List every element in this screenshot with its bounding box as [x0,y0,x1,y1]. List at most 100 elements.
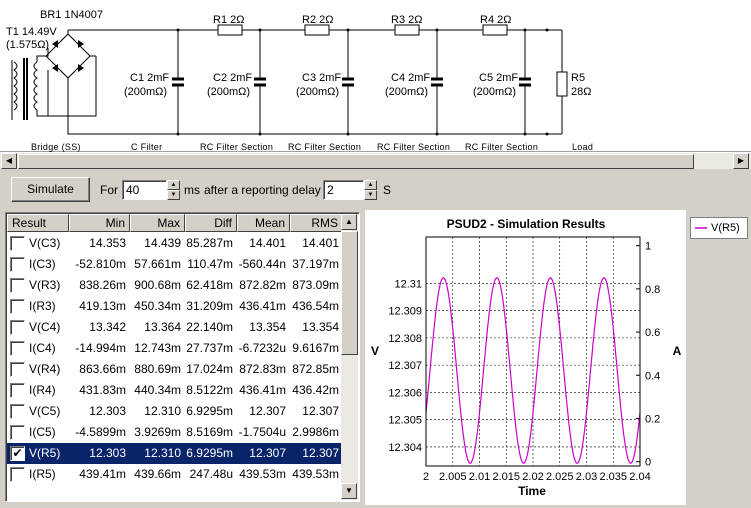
row-checkbox[interactable] [10,467,25,482]
row-checkbox[interactable] [10,425,25,440]
section-rc-4: RC Filter Section [465,142,539,152]
row-checkbox[interactable]: ✔ [10,446,25,461]
cell-rms: 12.307 [302,446,339,460]
r3-label[interactable]: R3 2Ω [391,14,423,26]
schematic-hscrollbar[interactable]: ◀ ▶ [0,152,751,169]
row-name: I(R5) [29,467,56,481]
table-row[interactable]: V(R3) 838.26m 900.68m 62.418m 872.82m 873.09m [7,275,343,296]
table-row[interactable]: I(C5) -4.5899m 3.9269m 8.5169m -1.7504u 2.998… [7,422,343,443]
x-tick-label: 2.03 [576,471,597,483]
scroll-right-icon[interactable]: ▶ [733,153,749,169]
c1-esr: (200mΩ) [124,86,168,98]
table-row[interactable]: I(R4) 431.83m 440.34m 8.5122m 436.41m 436.42m [7,380,343,401]
r4-label[interactable]: R4 2Ω [480,14,512,26]
row-checkbox[interactable] [10,320,25,335]
cell-mean: 439.53m [239,467,286,481]
row-checkbox[interactable] [10,383,25,398]
cell-rms: 13.354 [302,320,339,334]
table-row[interactable]: I(C4) -14.994m 12.743m 27.737m -6.7232u 9.616… [7,338,343,359]
delay-input[interactable]: 2 [323,180,364,200]
reporting-delay-label: after a reporting delay of [204,183,335,197]
spin-down-icon[interactable]: ▼ [167,190,180,200]
scroll-up-icon[interactable]: ▲ [341,214,357,230]
table-row[interactable]: I(R5) 439.41m 439.66m 247.48u 439.53m 439.53m [7,464,343,485]
bridge-rectifier [45,33,91,79]
c2-label[interactable]: C2 2mF [213,72,253,84]
col-mean[interactable]: Mean [237,214,290,232]
row-checkbox[interactable] [10,404,25,419]
cell-mean: 13.354 [249,320,286,334]
cell-min: -4.5899m [75,425,126,439]
x-tick-label: 2 [423,471,429,483]
row-name: I(R3) [29,299,56,313]
cell-diff: 85.287m [186,236,233,250]
results-table[interactable]: Result Min Max Diff Mean RMS V(C3) 14.353… [5,212,360,502]
r1-label[interactable]: R1 2Ω [213,14,245,26]
row-checkbox[interactable] [10,278,25,293]
y2-tick-label: 0.2 [645,413,660,425]
r5-label[interactable]: R5 [571,72,586,84]
section-bridge: Bridge (SS) [31,142,81,152]
table-row[interactable]: I(C3) -52.810m 57.661m 110.47m -560.44n 37.19… [7,254,343,275]
scroll-left-icon[interactable]: ◀ [1,153,17,169]
row-checkbox[interactable] [10,299,25,314]
row-checkbox[interactable] [10,362,25,377]
spin-up-icon[interactable]: ▲ [167,180,180,190]
c5-label[interactable]: C5 2mF [479,72,519,84]
cell-max: 57.661m [134,257,181,271]
cell-min: 13.342 [89,320,126,334]
row-name: V(C4) [29,320,61,334]
vscroll-thumb[interactable] [341,231,358,355]
row-name: V(C5) [29,404,61,418]
scroll-down-icon[interactable]: ▼ [341,483,357,499]
col-max[interactable]: Max [130,214,185,232]
cell-rms: 37.197m [292,257,339,271]
spin-down-icon[interactable]: ▼ [364,190,377,200]
duration-spinner[interactable]: ▲ ▼ [167,180,180,200]
x-axis-label: Time [518,484,546,498]
transformer-resistance: (1.575Ω) [6,39,50,51]
col-rms[interactable]: RMS [290,214,343,232]
duration-input[interactable]: 40 [122,180,167,200]
spin-up-icon[interactable]: ▲ [364,180,377,190]
col-diff[interactable]: Diff [185,214,237,232]
cell-max: 450.34m [134,299,181,313]
cell-diff: 31.209m [186,299,233,313]
c3-label[interactable]: C3 2mF [302,72,342,84]
row-name: V(R4) [29,362,61,376]
ms-label: ms [184,183,200,197]
table-row[interactable]: ✔ V(R5) 12.303 12.310 6.9295m 12.307 12.307 [7,443,343,464]
cell-max: 3.9269m [134,425,181,439]
r2-label[interactable]: R2 2Ω [302,14,334,26]
r5-value: 28Ω [571,86,592,98]
cell-mean: 436.41m [239,299,286,313]
y-tick-label: 12.31 [394,278,422,290]
cell-mean: -1.7504u [238,425,286,439]
y-axis-label: V [371,344,379,358]
col-result[interactable]: Result [7,214,69,232]
col-min[interactable]: Min [69,214,130,232]
delay-spinner[interactable]: ▲ ▼ [364,180,377,200]
cell-diff: 8.5169m [186,425,233,439]
cell-min: 431.83m [79,383,126,397]
hscroll-thumb[interactable] [18,154,694,169]
table-vscrollbar[interactable]: ▲ ▼ [341,214,358,500]
simulate-button[interactable]: Simulate [11,177,90,202]
table-row[interactable]: V(C5) 12.303 12.310 6.9295m 12.307 12.307 [7,401,343,422]
cell-diff: 247.48u [189,467,233,481]
cell-mean: 12.307 [249,404,286,418]
table-row[interactable]: V(R4) 863.66m 880.69m 17.024m 872.83m 872.85m [7,359,343,380]
row-checkbox[interactable] [10,236,25,251]
table-row[interactable]: I(R3) 419.13m 450.34m 31.209m 436.41m 436.54m [7,296,343,317]
row-checkbox[interactable] [10,257,25,272]
y-tick-label: 12.306 [388,387,422,399]
c4-label[interactable]: C4 2mF [391,72,431,84]
table-row[interactable]: V(C4) 13.342 13.364 22.140m 13.354 13.354 [7,317,343,338]
x-tick-label: 2.01 [469,471,490,483]
cell-diff: 62.418m [186,278,233,292]
c1-label[interactable]: C1 2mF [130,72,170,84]
legend-v-r5: V(R5) [711,222,740,234]
cell-mean: 14.401 [249,236,286,250]
table-row[interactable]: V(C3) 14.353 14.439 85.287m 14.401 14.401 [7,233,343,254]
row-checkbox[interactable] [10,341,25,356]
